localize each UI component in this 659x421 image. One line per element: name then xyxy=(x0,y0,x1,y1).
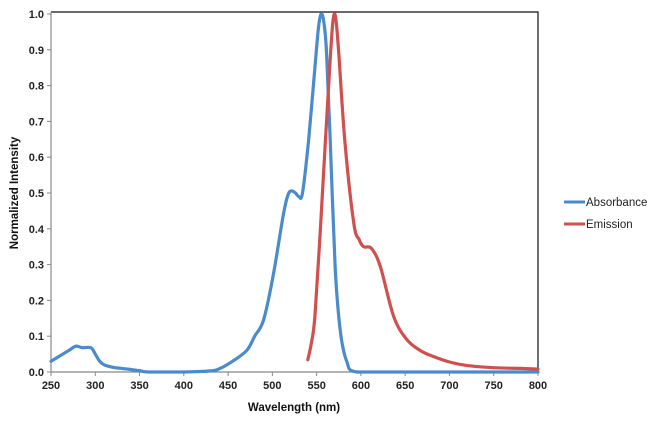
y-tick-label: 0.9 xyxy=(29,45,44,57)
legend: Absorbance Emission xyxy=(564,197,647,231)
series-line-emission xyxy=(306,12,540,371)
series-lines xyxy=(49,12,540,374)
x-tick-label: 650 xyxy=(396,380,414,392)
x-tick-label: 550 xyxy=(307,380,325,392)
y-tick-label: 0.4 xyxy=(29,224,45,236)
y-tick-label: 0.7 xyxy=(29,116,44,128)
x-tick-label: 400 xyxy=(175,380,193,392)
x-tick-label: 600 xyxy=(352,380,370,392)
y-axis-title: Normalized Intensity xyxy=(9,136,21,249)
y-tick-label: 0.6 xyxy=(29,152,44,164)
x-tick-label: 450 xyxy=(219,380,237,392)
y-tick-label: 0.2 xyxy=(29,295,44,307)
x-tick-label: 350 xyxy=(130,380,148,392)
y-tick-label: 0.8 xyxy=(29,81,44,93)
x-tick-label: 700 xyxy=(440,380,458,392)
x-tick-label: 300 xyxy=(86,380,104,392)
y-tick-label: 0.1 xyxy=(29,331,44,343)
x-tick-label: 250 xyxy=(42,380,60,392)
x-axis-title: Wavelength (nm) xyxy=(248,402,340,414)
y-tick-label: 0.3 xyxy=(29,260,44,272)
plot-frame xyxy=(51,11,539,372)
y-tick-label: 1.0 xyxy=(29,9,44,21)
y-tick-label: 0.5 xyxy=(29,188,44,200)
series-line-absorbance xyxy=(49,12,540,374)
legend-label-emission: Emission xyxy=(586,219,633,231)
x-tick-label: 500 xyxy=(263,380,281,392)
y-tick-label: 0.0 xyxy=(29,367,44,379)
legend-label-absorbance: Absorbance xyxy=(586,197,647,209)
x-tick-label: 750 xyxy=(485,380,503,392)
x-tick-label: 800 xyxy=(529,380,547,392)
axes: 250 300 350 400 450 500 550 600 650 700 750 800 0.0 0… xyxy=(29,9,547,392)
